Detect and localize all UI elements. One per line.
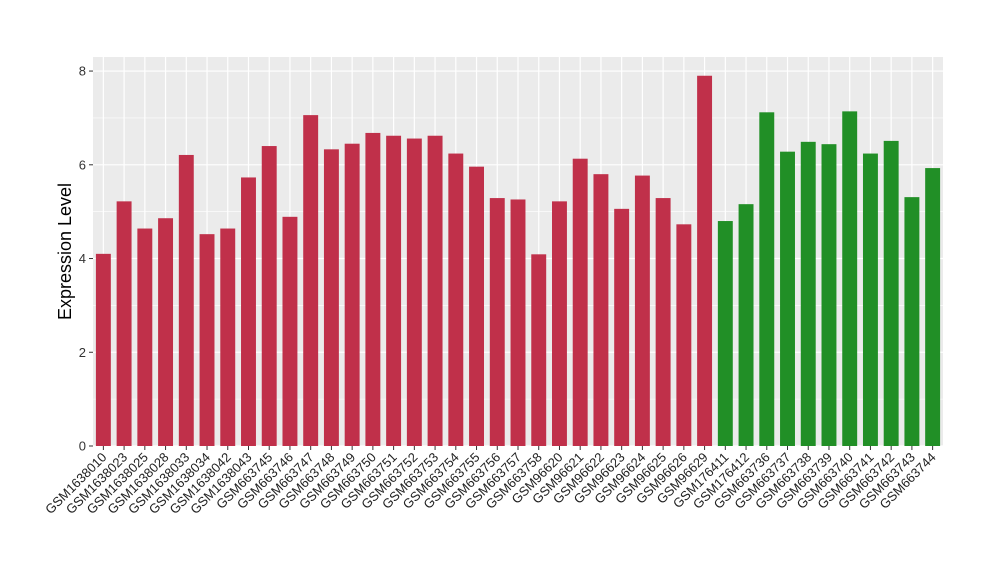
- bar-GSM663751: [386, 135, 402, 446]
- bar-GSM663736: [759, 112, 775, 446]
- bar-GSM1638033: [178, 154, 194, 447]
- bar-GSM96623: [614, 208, 630, 446]
- bar-GSM176412: [738, 204, 754, 446]
- bar-GSM663754: [448, 153, 464, 446]
- y-axis: 0 2 4 6 8: [79, 64, 93, 454]
- bar-GSM663757: [510, 199, 526, 446]
- bar-GSM1638034: [199, 234, 215, 446]
- bar-GSM663740: [842, 111, 858, 446]
- bar-GSM96622: [593, 174, 609, 446]
- bar-GSM1638028: [158, 218, 174, 446]
- y-tick-label: 2: [79, 345, 86, 360]
- bar-GSM1638010: [95, 253, 111, 446]
- bar-GSM96629: [697, 75, 713, 447]
- y-tick-label: 0: [79, 439, 86, 454]
- bar-GSM663749: [344, 143, 360, 446]
- bar-GSM663743: [904, 197, 920, 446]
- bar-GSM663739: [821, 144, 837, 446]
- bar-GSM96624: [634, 175, 650, 446]
- bar-GSM663750: [365, 132, 381, 447]
- bar-GSM1638043: [241, 177, 256, 446]
- bar-GSM663746: [282, 216, 298, 446]
- bar-GSM96620: [552, 201, 567, 446]
- bar-GSM663756: [489, 198, 505, 446]
- y-tick-label: 4: [79, 251, 86, 266]
- bar-GSM663737: [780, 151, 795, 446]
- y-tick-label: 8: [79, 64, 86, 79]
- bar-GSM663748: [323, 149, 339, 446]
- bar-GSM663758: [531, 254, 547, 446]
- bar-GSM1638023: [116, 201, 132, 446]
- bars: [95, 75, 941, 447]
- bar-GSM663755: [469, 166, 484, 447]
- bar-GSM96625: [655, 198, 671, 446]
- x-axis: GSM1638010GSM1638023GSM1638025GSM1638028…: [42, 446, 939, 517]
- bar-GSM1638025: [137, 228, 153, 446]
- bar-GSM663745: [261, 146, 277, 446]
- bar-GSM663744: [925, 168, 941, 446]
- bar-GSM1638042: [220, 228, 236, 446]
- bar-GSM663752: [406, 138, 422, 447]
- bar-GSM663738: [800, 141, 816, 446]
- bar-GSM663741: [862, 153, 878, 446]
- y-tick-label: 6: [79, 157, 86, 172]
- bar-GSM663742: [883, 140, 899, 447]
- bar-GSM663747: [303, 115, 319, 446]
- bar-GSM96621: [572, 158, 588, 447]
- bar-GSM176411: [717, 221, 733, 446]
- y-axis-title: Expression Level: [55, 183, 75, 320]
- bar-GSM663753: [427, 135, 443, 446]
- bar-GSM96626: [676, 224, 692, 446]
